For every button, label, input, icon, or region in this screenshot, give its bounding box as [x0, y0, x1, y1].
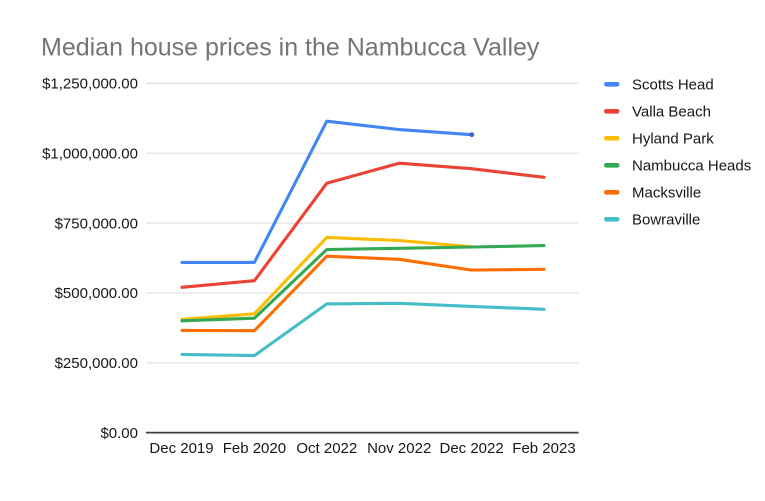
svg-text:$1,000,000.00: $1,000,000.00 — [42, 145, 138, 162]
svg-text:$0.00: $0.00 — [100, 425, 138, 442]
svg-text:Median house prices in the Nam: Median house prices in the Nambucca Vall… — [41, 34, 540, 62]
svg-text:Nambucca Heads: Nambucca Heads — [632, 158, 751, 175]
svg-text:Dec 2019: Dec 2019 — [149, 440, 213, 457]
svg-text:Scotts Head: Scotts Head — [632, 77, 714, 94]
svg-text:$250,000.00: $250,000.00 — [55, 355, 138, 372]
svg-text:Hyland Park: Hyland Park — [632, 131, 714, 148]
svg-text:$750,000.00: $750,000.00 — [55, 215, 138, 232]
svg-text:Feb 2020: Feb 2020 — [223, 440, 286, 457]
svg-text:Macksville: Macksville — [632, 185, 701, 202]
svg-text:Feb 2023: Feb 2023 — [512, 440, 575, 457]
svg-text:Dec 2022: Dec 2022 — [439, 440, 503, 457]
svg-text:$1,250,000.00: $1,250,000.00 — [42, 76, 138, 93]
svg-text:Nov 2022: Nov 2022 — [367, 440, 431, 457]
svg-text:Bowraville: Bowraville — [632, 212, 700, 229]
svg-text:Oct 2022: Oct 2022 — [296, 440, 357, 457]
svg-text:$500,000.00: $500,000.00 — [55, 285, 138, 302]
svg-text:Valla Beach: Valla Beach — [632, 104, 711, 121]
